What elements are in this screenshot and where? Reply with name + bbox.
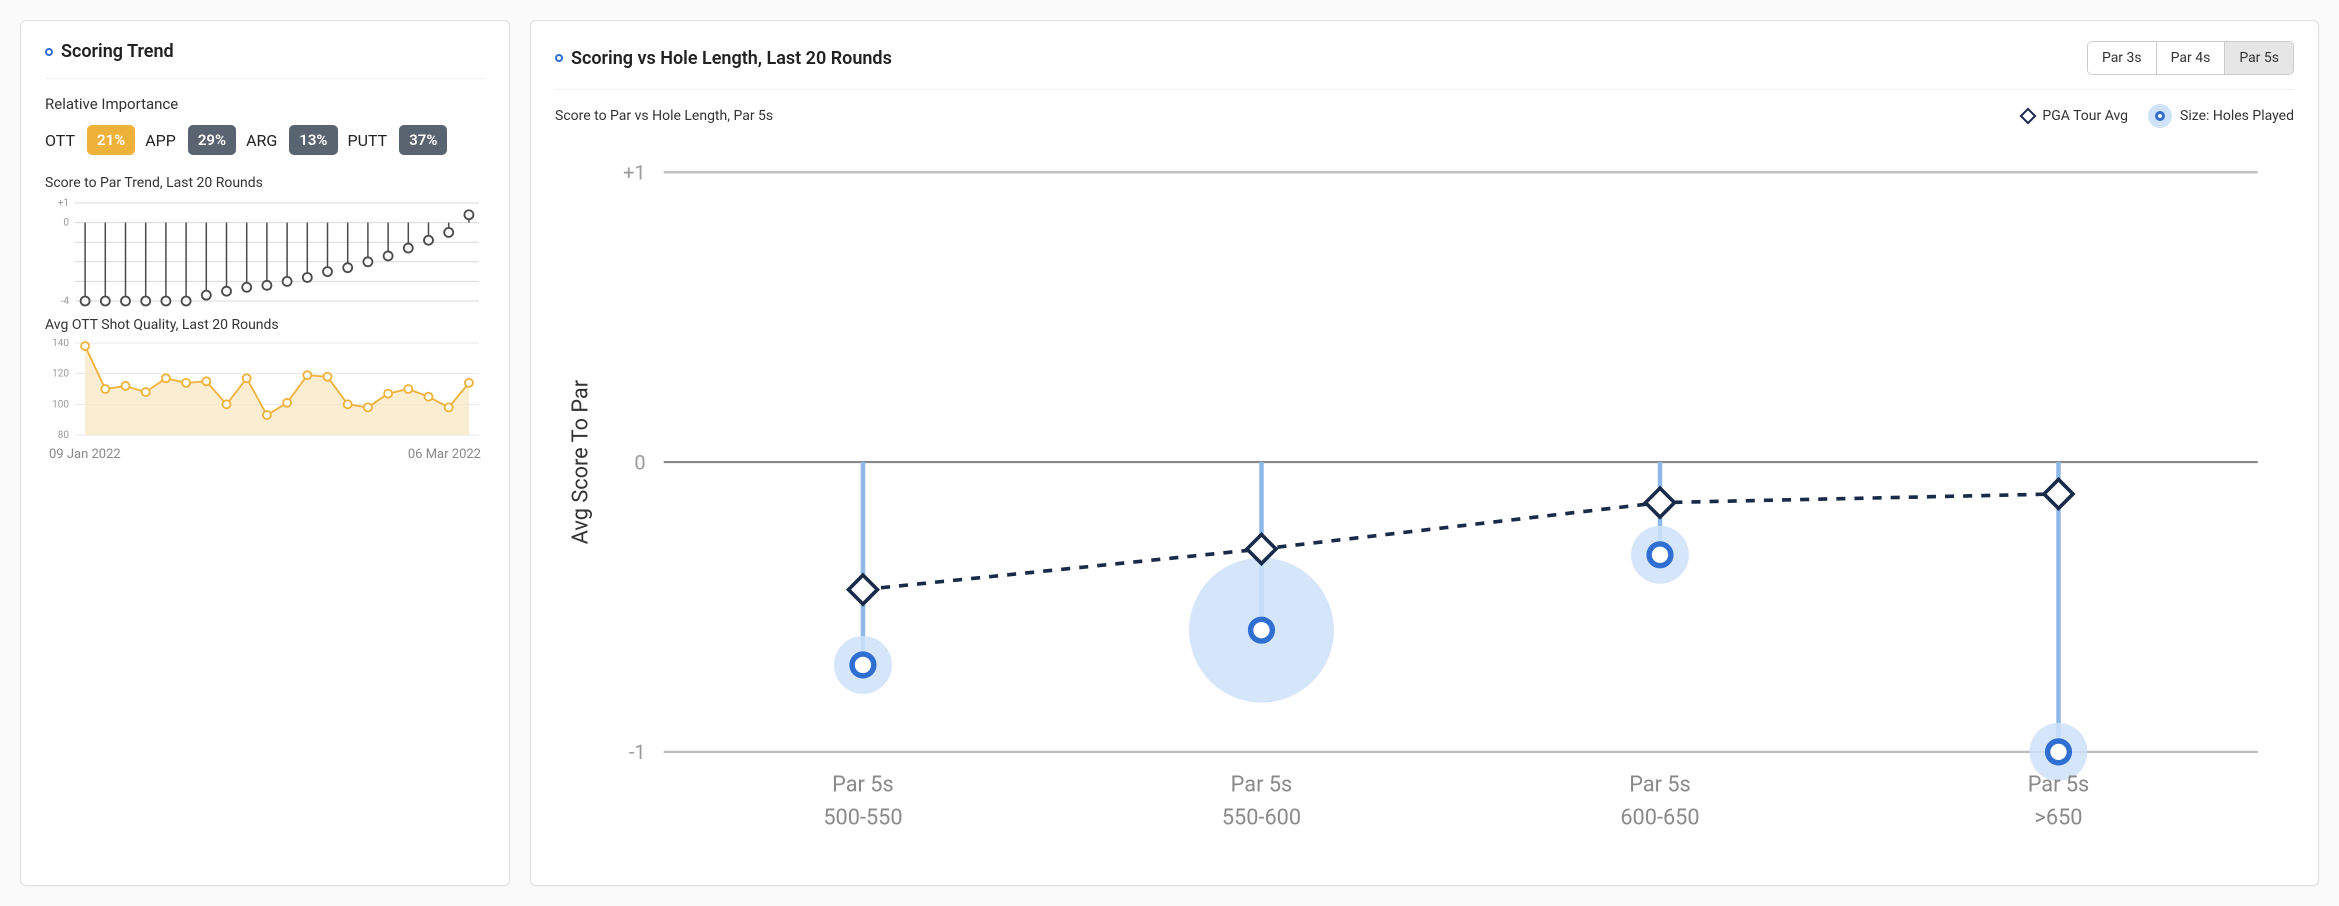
legend-size-label: Size: Holes Played (2180, 108, 2294, 124)
svg-text:Par 5s: Par 5s (832, 773, 894, 798)
svg-text:100: 100 (52, 399, 69, 410)
importance-metric-label: APP (145, 131, 176, 150)
diamond-icon (2020, 108, 2037, 125)
importance-metric-label: ARG (246, 131, 277, 150)
svg-text:>650: >650 (2035, 805, 2083, 830)
legend-pga-label: PGA Tour Avg (2042, 108, 2128, 124)
svg-text:Par 5s: Par 5s (2028, 773, 2090, 798)
bullet-icon (45, 48, 53, 56)
title-text: Scoring vs Hole Length, Last 20 Rounds (571, 48, 892, 69)
svg-text:0: 0 (634, 451, 645, 474)
title-text: Scoring Trend (61, 41, 174, 62)
svg-text:500-550: 500-550 (823, 805, 902, 830)
svg-text:+1: +1 (623, 161, 645, 184)
date-start: 09 Jan 2022 (49, 447, 121, 462)
right-header: Scoring vs Hole Length, Last 20 Rounds P… (555, 41, 2294, 90)
par-tabs: Par 3sPar 4sPar 5s (2087, 41, 2294, 75)
importance-metric-label: PUTT (348, 131, 388, 150)
hole-length-card: Scoring vs Hole Length, Last 20 Rounds P… (530, 20, 2319, 886)
date-end: 06 Mar 2022 (408, 447, 481, 462)
svg-text:Avg Score To Par: Avg Score To Par (569, 379, 594, 544)
importance-metric-badge: 29% (188, 125, 236, 155)
importance-heading: Relative Importance (45, 95, 485, 113)
svg-text:600-650: 600-650 (1620, 805, 1699, 830)
svg-text:Par 5s: Par 5s (1231, 773, 1293, 798)
legend-pga: PGA Tour Avg (2022, 108, 2128, 124)
svg-text:-1: -1 (629, 741, 646, 764)
score-trend-label: Score to Par Trend, Last 20 Rounds (45, 175, 485, 191)
size-circle-inner-icon (2155, 111, 2165, 121)
importance-row: OTT 21% APP 29% ARG 13% PUTT 37% (45, 125, 485, 155)
svg-text:0: 0 (63, 218, 69, 229)
card-title: Scoring Trend (45, 41, 485, 79)
svg-text:Par 5s: Par 5s (1629, 773, 1691, 798)
legend-row: Score to Par vs Hole Length, Par 5s PGA … (555, 104, 2294, 128)
legend-size: Size: Holes Played (2148, 104, 2294, 128)
scoring-trend-card: Scoring Trend Relative Importance OTT 21%… (20, 20, 510, 886)
svg-text:-4: -4 (61, 296, 70, 307)
ott-quality-label: Avg OTT Shot Quality, Last 20 Rounds (45, 317, 485, 333)
tab-par-3s[interactable]: Par 3s (2088, 42, 2157, 74)
size-circle-icon (2148, 104, 2172, 128)
importance-metric-label: OTT (45, 131, 75, 150)
svg-text:550-600: 550-600 (1222, 805, 1301, 830)
date-range: 09 Jan 2022 06 Mar 2022 (45, 447, 485, 462)
hole-length-chart: Avg Score To Par +1 0 -1 Par 5s 500-550 Par 5s… (555, 136, 2294, 861)
importance-metric-badge: 37% (399, 125, 447, 155)
svg-text:+1: +1 (58, 198, 69, 209)
tab-par-4s[interactable]: Par 4s (2157, 42, 2226, 74)
tab-par-5s[interactable]: Par 5s (2225, 42, 2293, 74)
legend-right: PGA Tour Avg Size: Holes Played (2022, 104, 2294, 128)
bullet-icon (555, 54, 563, 62)
importance-metric-badge: 13% (289, 125, 337, 155)
svg-text:140: 140 (52, 339, 69, 349)
importance-metric-badge: 21% (87, 125, 135, 155)
svg-text:120: 120 (52, 369, 69, 380)
score-trend-chart: -4 0 +1 (45, 197, 485, 307)
ott-quality-chart: 80 100 120 140 (45, 339, 485, 439)
card-title: Scoring vs Hole Length, Last 20 Rounds (555, 48, 892, 69)
chart-subtitle: Score to Par vs Hole Length, Par 5s (555, 108, 773, 124)
svg-text:80: 80 (58, 430, 70, 439)
